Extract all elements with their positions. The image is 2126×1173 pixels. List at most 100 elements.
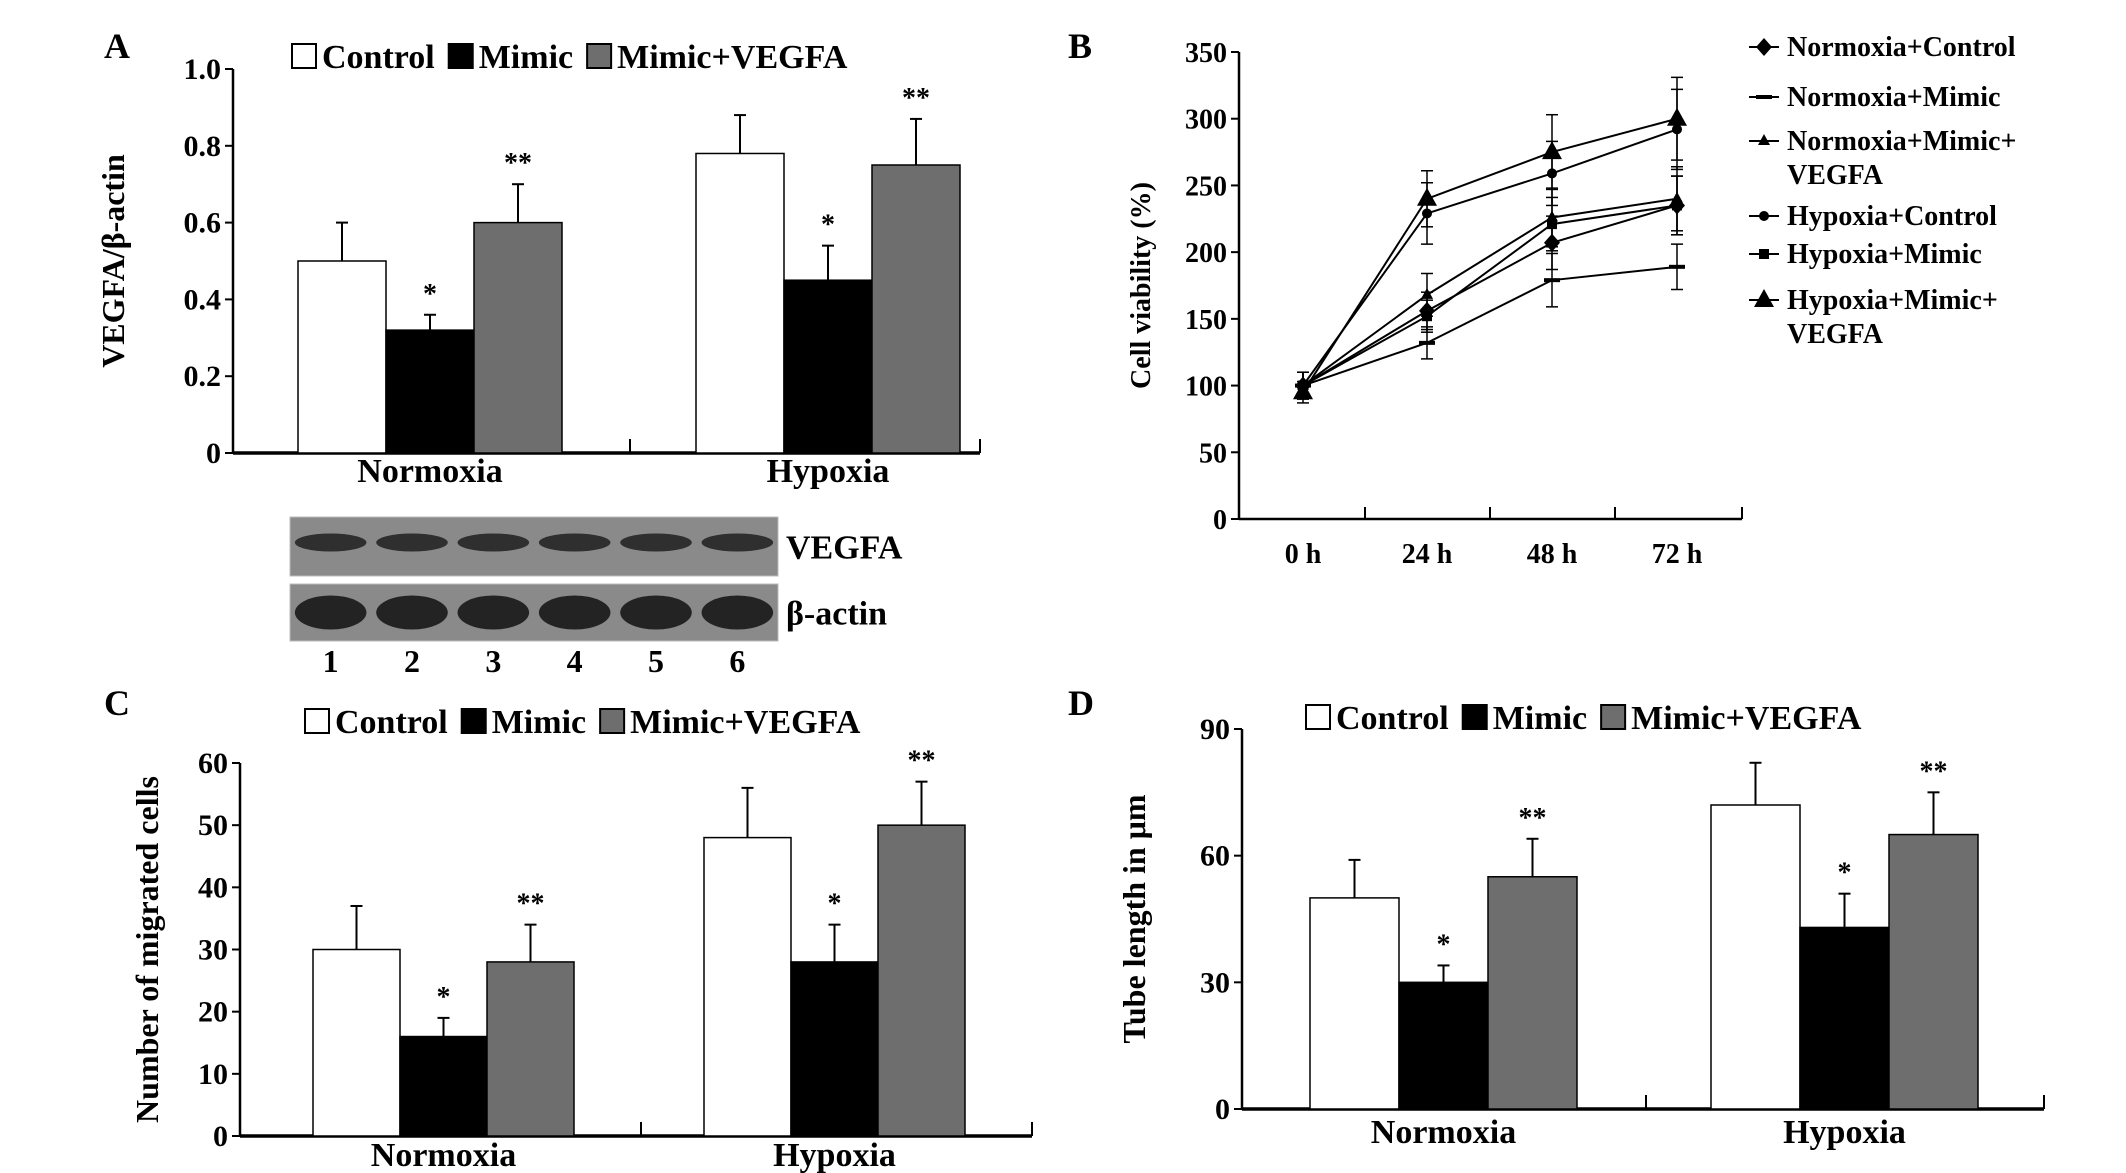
series-line [1302, 204, 1678, 387]
legend-label: Control [335, 704, 448, 741]
bar-mimic-normoxia [399, 1035, 488, 1137]
marker-square [1547, 219, 1557, 230]
legend-swatch [1600, 704, 1627, 730]
significance-marker: ** [1519, 803, 1547, 834]
y-tick-label: 40 [198, 871, 228, 904]
y-tick-label: 0 [1215, 1093, 1230, 1126]
category-label: Hypoxia [767, 453, 890, 490]
bar-mimic-normoxia [1398, 981, 1489, 1110]
y-tick-label: 10 [198, 1058, 228, 1091]
x-tick-label: 48 h [1527, 539, 1578, 570]
category-label: Normoxia [371, 1137, 516, 1173]
legend-label: Normoxia+Control [1787, 32, 2016, 63]
panel-B: 0 50 100 150 200 250 300 350 0 h 24 h 48 h 72 h Cell… [1126, 32, 2016, 570]
blot-band [620, 533, 692, 552]
blot-band [701, 533, 774, 552]
bar-mimic-vegfa-normoxia [486, 961, 575, 1137]
blot-row-label: VEGFA [786, 530, 903, 567]
y-tick-label: 300 [1185, 105, 1227, 136]
series-normoxia-control [1295, 175, 1685, 400]
legend-swatch [291, 43, 317, 69]
x-tick-label: 72 h [1652, 539, 1703, 570]
x-tick-label: 24 h [1402, 539, 1453, 570]
legend-swatch [304, 708, 330, 734]
marker-triangle [1542, 141, 1562, 160]
significance-marker: ** [902, 83, 930, 114]
significance-marker: * [1838, 858, 1852, 889]
y-axis-label: VEGFA/β-actin [95, 154, 131, 368]
series-hypoxia-mimic-vegfa [1293, 76, 1687, 404]
y-axis-label: Cell viability (%) [1126, 182, 1157, 389]
series-hypoxia-control [1297, 88, 1683, 400]
significance-marker: * [1437, 929, 1451, 960]
significance-marker: * [821, 210, 835, 241]
blot-lane-number: 3 [485, 643, 501, 679]
y-tick-label: 60 [198, 747, 228, 780]
legend-item: Normoxia+Mimic+ VEGFA [1749, 126, 2016, 191]
legend-label: Mimic [492, 704, 586, 741]
bar-control-hypoxia [695, 152, 785, 454]
blot-strip-1 [289, 583, 779, 642]
marker-square [1759, 249, 1769, 259]
bar-mimic-vegfa-hypoxia [877, 824, 966, 1137]
marker-dash [1669, 264, 1685, 269]
marker-circle [1759, 211, 1769, 221]
y-tick-label: 30 [198, 934, 228, 967]
bar-mimic-vegfa-hypoxia [871, 164, 961, 454]
legend-swatch [599, 708, 626, 734]
marker-dash [1419, 340, 1435, 345]
marker-small-triangle [1758, 134, 1770, 145]
blot-strip-0 [289, 516, 779, 577]
legend-label: Hypoxia+Control [1787, 201, 1997, 232]
blot-band [457, 533, 530, 552]
significance-marker: ** [908, 746, 936, 777]
y-tick-label: 0 [206, 437, 221, 470]
legend-label-line: Normoxia+Mimic+ [1787, 126, 2016, 157]
y-tick-label: 0.8 [184, 130, 222, 163]
legend-label: Mimic+VEGFA [630, 704, 861, 741]
legend-label: Hypoxia+Mimic+ VEGFA [1787, 285, 1998, 350]
blot-band [294, 595, 367, 630]
significance-marker: * [828, 889, 842, 920]
blot-band [457, 595, 530, 630]
legend-item: Hypoxia+Mimic+ VEGFA [1749, 285, 1998, 350]
significance-marker: ** [1920, 756, 1948, 787]
y-tick-label: 0.6 [184, 207, 222, 240]
category-label: Normoxia [357, 453, 502, 490]
blot-lane-number: 6 [729, 643, 745, 679]
blot-lane-number: 2 [404, 643, 420, 679]
marker-triangle [1417, 187, 1437, 206]
bar-mimic-vegfa-normoxia [473, 221, 563, 454]
bar-control-normoxia [312, 948, 401, 1137]
y-tick-label: 100 [1185, 372, 1227, 403]
legend-item: Hypoxia+Mimic [1749, 239, 1982, 270]
marker-triangle [1667, 107, 1687, 126]
legend-label-line: VEGFA [1787, 160, 1884, 191]
marker-small-triangle [1421, 287, 1433, 299]
y-tick-label: 150 [1185, 305, 1227, 336]
marker-dash [1756, 95, 1772, 99]
category-label: Normoxia [1371, 1114, 1516, 1151]
significance-marker: * [437, 982, 451, 1013]
series-line [1302, 117, 1678, 393]
marker-triangle [1754, 289, 1774, 307]
marker-square [1422, 311, 1432, 322]
y-tick-label: 0.2 [184, 360, 222, 393]
blot-lane-number: 5 [648, 643, 664, 679]
y-tick-label: 0.4 [184, 283, 222, 316]
legend-swatch [1305, 704, 1331, 730]
bar-mimic-hypoxia [1799, 926, 1890, 1110]
y-tick-label: 50 [1199, 438, 1227, 469]
legend-label: Mimic [1493, 700, 1587, 737]
y-tick-label: 200 [1185, 238, 1227, 269]
legend-label: Hypoxia+Mimic [1787, 239, 1982, 270]
legend-swatch [447, 43, 474, 69]
series-line [1302, 265, 1678, 387]
bar-mimic-hypoxia [783, 279, 873, 454]
series-line [1302, 197, 1678, 387]
panel-label-C: C [104, 683, 130, 723]
bar-mimic-normoxia [385, 329, 475, 454]
